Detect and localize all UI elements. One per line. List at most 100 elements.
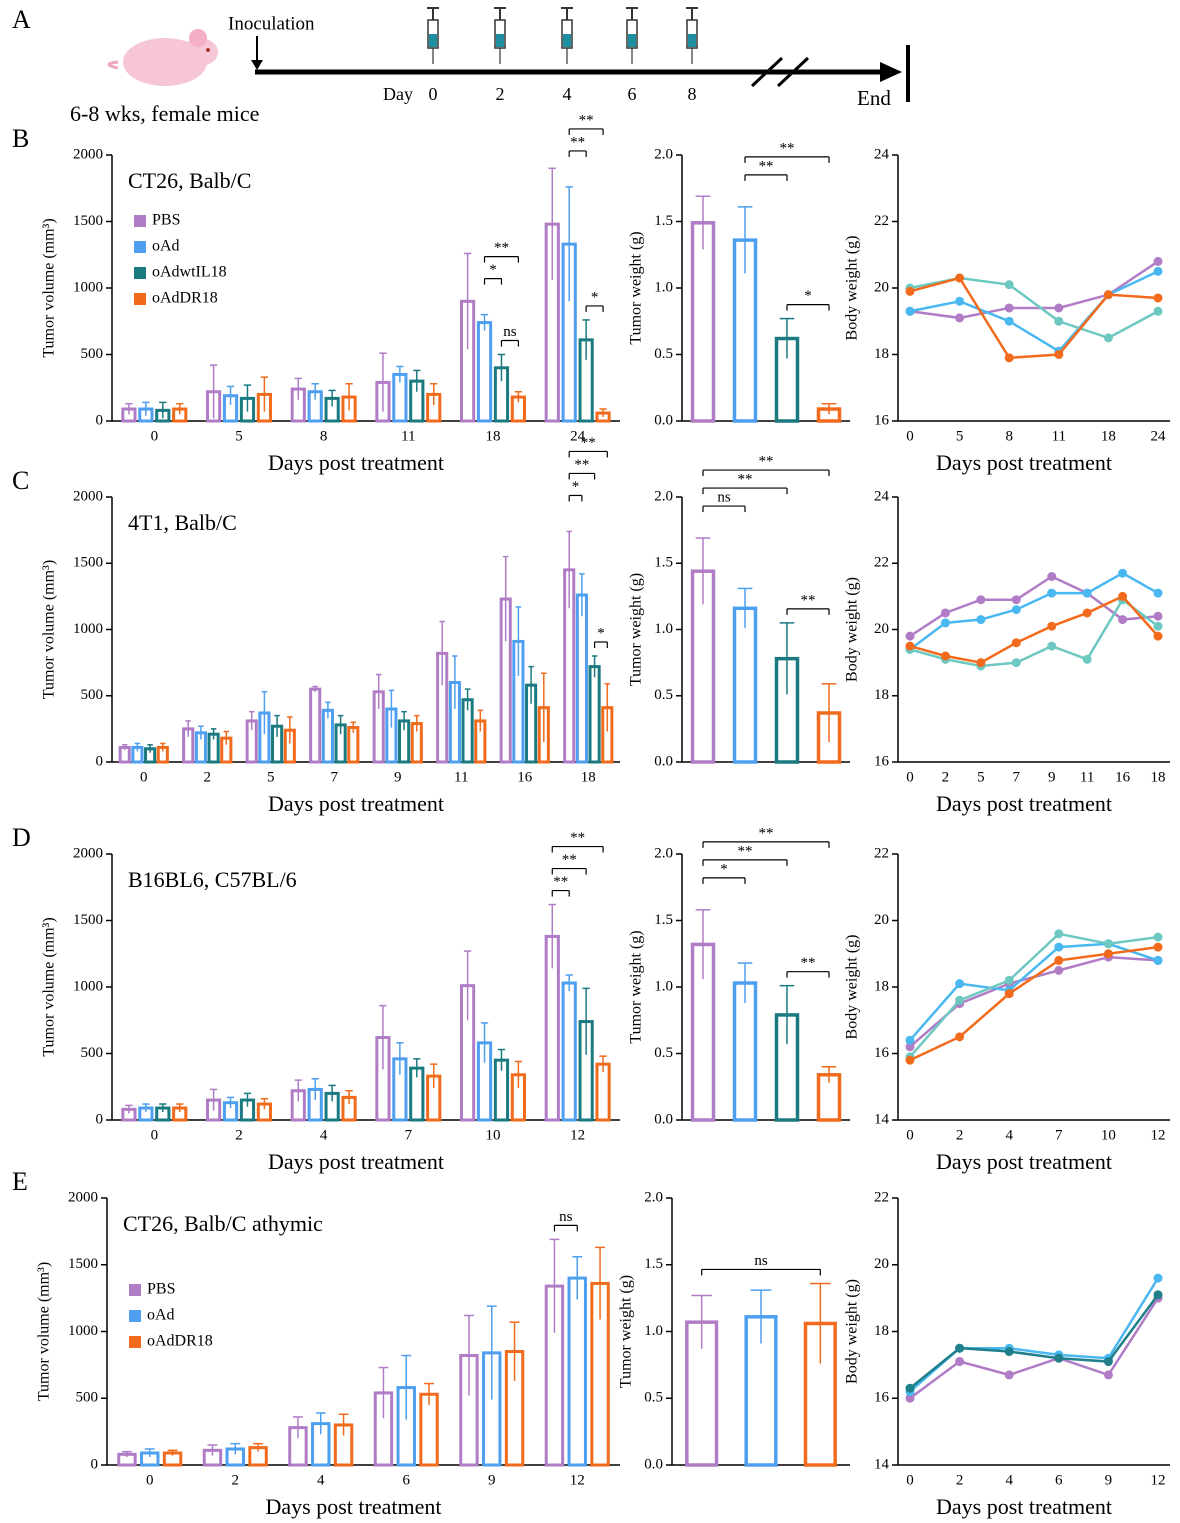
point [1153, 932, 1163, 942]
y-tick-label: 1.5 [654, 912, 673, 928]
x-tick-label: 7 [331, 769, 339, 785]
point [940, 651, 950, 661]
y-axis-label: Body weight (g) [844, 577, 861, 682]
point [1118, 568, 1128, 578]
point [1103, 1357, 1113, 1367]
x-tick-label: 12 [1151, 1127, 1166, 1143]
significance-label: ns [754, 1253, 768, 1269]
x-tick-label: 9 [1105, 1472, 1113, 1488]
x-tick-label: 0 [906, 428, 914, 444]
bar [588, 665, 601, 764]
significance-label: ** [579, 112, 594, 128]
x-tick-label: 5 [235, 428, 243, 444]
y-axis-label: Tumor weight (g) [628, 231, 645, 344]
significance-label: ** [801, 592, 816, 608]
y-tick-label: 2000 [73, 488, 103, 504]
x-tick-label: 7 [1013, 769, 1021, 785]
x-tick-label: 12 [570, 1472, 585, 1488]
point [1103, 949, 1113, 959]
y-axis-label: Tumor volume (mm³) [41, 560, 58, 699]
y-tick-label: 1500 [73, 213, 103, 229]
point [1153, 256, 1163, 266]
x-tick-label: 11 [454, 769, 468, 785]
day-tick-label: 0 [429, 84, 438, 104]
y-tick-label: 0.5 [654, 346, 673, 362]
point [976, 615, 986, 625]
x-tick-label: 0 [151, 428, 159, 444]
point [955, 273, 965, 283]
point [905, 1035, 915, 1045]
point [1047, 572, 1057, 581]
line-series [909, 594, 1159, 664]
x-tick-label: 24 [1151, 428, 1167, 444]
point [940, 618, 950, 628]
x-axis-label: Days post treatment [936, 1494, 1112, 1519]
x-tick-label: 2 [232, 1472, 240, 1488]
y-tick-label: 0 [96, 1111, 104, 1127]
x-tick-label: 5 [956, 428, 964, 444]
y-tick-label: 2000 [68, 1189, 98, 1205]
point [1153, 1290, 1163, 1300]
significance-label: ** [553, 874, 568, 890]
x-tick-label: 7 [405, 1127, 413, 1143]
y-tick-label: 0 [96, 753, 104, 769]
y-tick-label: 18 [874, 687, 889, 703]
y-axis-label: Tumor weight (g) [618, 1275, 635, 1388]
point [955, 1357, 965, 1367]
point [905, 1393, 915, 1403]
point [1004, 280, 1014, 290]
significance-label: ** [562, 852, 577, 868]
y-tick-label: 18 [874, 346, 889, 362]
point [1153, 621, 1163, 631]
line-series [909, 1277, 1160, 1393]
y-tick-label: 500 [76, 1390, 99, 1406]
panel-label: C [12, 466, 29, 495]
y-tick-label: 1000 [73, 279, 103, 295]
point [976, 658, 986, 668]
point [955, 979, 965, 989]
panel-label: D [12, 823, 31, 852]
panel-label: A [12, 5, 31, 34]
chart-title: B16BL6, C57BL/6 [128, 867, 297, 892]
y-tick-label: 0.5 [654, 1045, 673, 1061]
line-series [909, 575, 1159, 638]
point [955, 296, 965, 306]
x-tick-label: 4 [1005, 1127, 1013, 1143]
y-tick-label: 18 [874, 978, 889, 994]
y-tick-label: 24 [874, 146, 890, 162]
legend-swatch [134, 293, 146, 305]
point [1153, 266, 1163, 276]
y-axis-label: Tumor volume (mm³) [36, 1262, 53, 1401]
legend-label: PBS [147, 1281, 175, 1298]
x-tick-label: 0 [906, 1127, 914, 1143]
point [976, 595, 986, 605]
point [1004, 1370, 1014, 1380]
x-tick-label: 0 [906, 769, 914, 785]
point [940, 608, 950, 618]
significance-label: * [804, 288, 812, 304]
bar [567, 1276, 587, 1467]
point [955, 1343, 965, 1353]
bar [732, 606, 758, 764]
y-tick-label: 22 [874, 1189, 889, 1205]
y-tick-label: 1000 [68, 1323, 98, 1339]
day-tick-label: 2 [496, 84, 505, 104]
x-tick-label: 12 [570, 1127, 585, 1143]
subject-label: 6-8 wks, female mice [70, 101, 259, 126]
point [905, 641, 915, 651]
x-tick-label: 4 [317, 1472, 325, 1488]
x-tick-label: 10 [1101, 1127, 1116, 1143]
y-tick-label: 22 [874, 213, 889, 229]
point [905, 306, 915, 316]
point [1103, 1370, 1113, 1380]
syringe-liquid [563, 34, 571, 47]
x-tick-label: 6 [1055, 1472, 1063, 1488]
x-tick-label: 2 [956, 1472, 964, 1488]
y-tick-label: 20 [874, 912, 889, 928]
y-tick-label: 1.0 [654, 978, 673, 994]
significance-label: ** [780, 140, 795, 156]
x-tick-label: 9 [394, 769, 402, 785]
x-tick-label: 5 [267, 769, 275, 785]
bar [561, 981, 577, 1122]
legend-label: oAdDR18 [147, 1333, 213, 1350]
